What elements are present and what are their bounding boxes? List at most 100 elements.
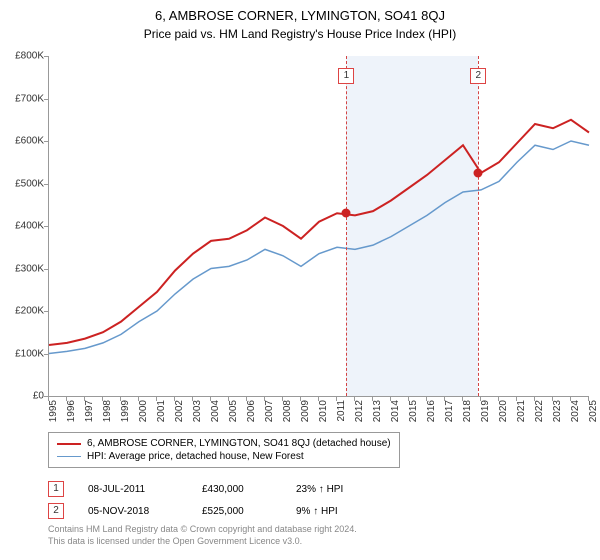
x-axis-tick — [372, 396, 373, 401]
x-axis-label: 2002 — [174, 400, 185, 422]
sale-point — [474, 168, 483, 177]
sales-table: 1 08-JUL-2011 £430,000 23% ↑ HPI 2 05-NOV-201… — [48, 478, 343, 522]
sale-date: 05-NOV-2018 — [88, 506, 178, 517]
x-axis-label: 2001 — [156, 400, 167, 422]
x-axis-tick — [480, 396, 481, 401]
x-axis-label: 1998 — [102, 400, 113, 422]
x-axis-tick — [318, 396, 319, 401]
x-axis-tick — [48, 396, 49, 401]
footnote-line1: Contains HM Land Registry data © Crown c… — [48, 524, 357, 536]
x-axis-label: 2020 — [498, 400, 509, 422]
x-axis-label: 2023 — [552, 400, 563, 422]
footnote-line2: This data is licensed under the Open Gov… — [48, 536, 357, 548]
x-axis-tick — [300, 396, 301, 401]
x-axis-tick — [408, 396, 409, 401]
y-axis-label: £400K — [15, 221, 44, 232]
x-axis-label: 2022 — [534, 400, 545, 422]
x-axis-tick — [426, 396, 427, 401]
x-axis-label: 2015 — [408, 400, 419, 422]
y-axis-label: £200K — [15, 306, 44, 317]
x-axis-tick — [516, 396, 517, 401]
x-axis-tick — [66, 396, 67, 401]
sale-price: £430,000 — [202, 484, 272, 495]
x-axis-tick — [552, 396, 553, 401]
x-axis-tick — [336, 396, 337, 401]
x-axis-tick — [588, 396, 589, 401]
x-axis-tick — [120, 396, 121, 401]
x-axis-tick — [156, 396, 157, 401]
x-axis: 1995 1996 1997 1998 1999 2000 2001 2002 2003 2004… — [48, 396, 588, 432]
x-axis-label: 2012 — [354, 400, 365, 422]
x-axis-label: 2004 — [210, 400, 221, 422]
y-axis-label: £800K — [15, 51, 44, 62]
y-axis-label: £100K — [15, 348, 44, 359]
x-axis-label: 2021 — [516, 400, 527, 422]
x-axis-label: 2010 — [318, 400, 329, 422]
x-axis-label: 2025 — [588, 400, 599, 422]
sale-row: 1 08-JUL-2011 £430,000 23% ↑ HPI — [48, 478, 343, 500]
x-axis-label: 2005 — [228, 400, 239, 422]
x-axis-tick — [282, 396, 283, 401]
sale-marker-1: 1 — [338, 68, 354, 84]
y-axis-label: £700K — [15, 93, 44, 104]
x-axis-tick — [210, 396, 211, 401]
x-axis-tick — [390, 396, 391, 401]
x-axis-label: 2024 — [570, 400, 581, 422]
sale-delta: 9% ↑ HPI — [296, 506, 338, 517]
x-axis-tick — [138, 396, 139, 401]
y-axis-label: £0 — [33, 391, 44, 402]
x-axis-label: 1999 — [120, 400, 131, 422]
legend-label: 6, AMBROSE CORNER, LYMINGTON, SO41 8QJ (… — [87, 438, 391, 449]
x-axis-tick — [246, 396, 247, 401]
x-axis-tick — [498, 396, 499, 401]
x-axis-label: 2013 — [372, 400, 383, 422]
x-axis-tick — [102, 396, 103, 401]
sale-marker-2: 2 — [470, 68, 486, 84]
x-axis-label: 2006 — [246, 400, 257, 422]
chart-title: 6, AMBROSE CORNER, LYMINGTON, SO41 8QJ — [0, 0, 600, 23]
sale-point — [342, 209, 351, 218]
sale-date: 08-JUL-2011 — [88, 484, 178, 495]
chart-subtitle: Price paid vs. HM Land Registry's House … — [0, 23, 600, 47]
chart-container: 6, AMBROSE CORNER, LYMINGTON, SO41 8QJ P… — [0, 0, 600, 560]
y-axis-label: £500K — [15, 178, 44, 189]
x-axis-tick — [570, 396, 571, 401]
footnote: Contains HM Land Registry data © Crown c… — [48, 524, 357, 547]
series-line — [49, 120, 589, 345]
x-axis-label: 1997 — [84, 400, 95, 422]
x-axis-label: 1995 — [48, 400, 59, 422]
x-axis-tick — [84, 396, 85, 401]
x-axis-tick — [228, 396, 229, 401]
x-axis-label: 2014 — [390, 400, 401, 422]
x-axis-label: 2011 — [336, 400, 347, 422]
legend-label: HPI: Average price, detached house, New … — [87, 451, 304, 462]
y-axis: £0£100K£200K£300K£400K£500K£600K£700K£80… — [0, 56, 46, 396]
x-axis-tick — [264, 396, 265, 401]
x-axis-tick — [462, 396, 463, 401]
y-axis-label: £600K — [15, 136, 44, 147]
legend-swatch — [57, 456, 81, 458]
plot-area: 12 — [48, 56, 589, 397]
x-axis-label: 2016 — [426, 400, 437, 422]
sale-delta: 23% ↑ HPI — [296, 484, 343, 495]
x-axis-tick — [444, 396, 445, 401]
x-axis-label: 2009 — [300, 400, 311, 422]
sale-price: £525,000 — [202, 506, 272, 517]
x-axis-label: 2017 — [444, 400, 455, 422]
x-axis-label: 2019 — [480, 400, 491, 422]
x-axis-label: 2008 — [282, 400, 293, 422]
x-axis-label: 2007 — [264, 400, 275, 422]
legend-item: 6, AMBROSE CORNER, LYMINGTON, SO41 8QJ (… — [57, 437, 391, 450]
x-axis-label: 1996 — [66, 400, 77, 422]
sale-row-marker: 1 — [48, 481, 64, 497]
x-axis-label: 2000 — [138, 400, 149, 422]
x-axis-tick — [192, 396, 193, 401]
sale-row-marker: 2 — [48, 503, 64, 519]
x-axis-tick — [174, 396, 175, 401]
sale-vline — [478, 56, 479, 396]
legend: 6, AMBROSE CORNER, LYMINGTON, SO41 8QJ (… — [48, 432, 400, 468]
sale-vline — [346, 56, 347, 396]
x-axis-label: 2003 — [192, 400, 203, 422]
series-line — [49, 141, 589, 354]
x-axis-tick — [354, 396, 355, 401]
